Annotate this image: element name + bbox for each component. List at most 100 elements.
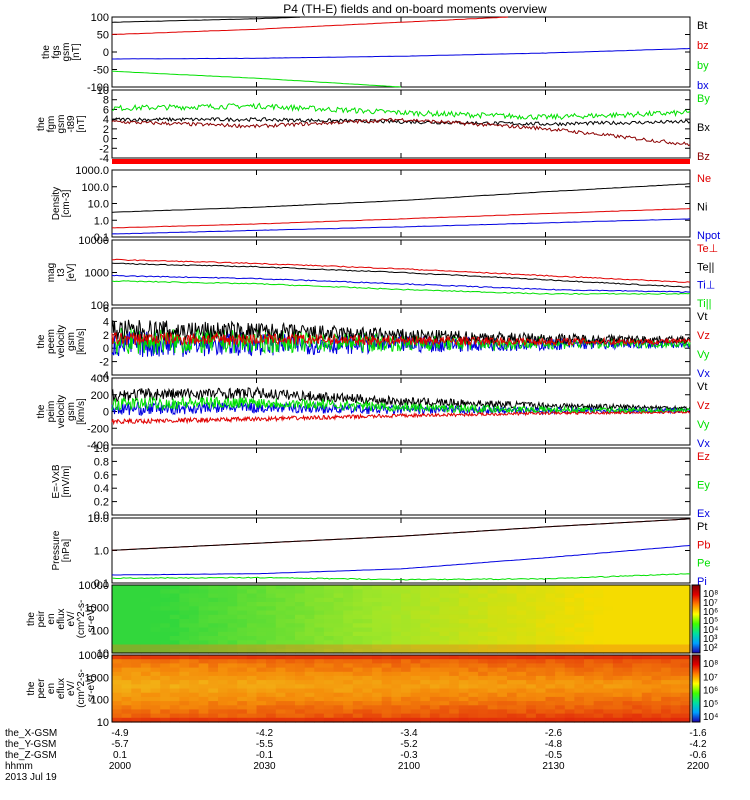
spectrogram-cell-peir bbox=[160, 610, 171, 616]
spectrogram-cell-peer bbox=[535, 671, 547, 677]
spectrogram-cell-peir bbox=[661, 644, 672, 650]
spectrogram-cell-peir bbox=[410, 640, 421, 646]
spectrogram-cell-peir bbox=[429, 602, 441, 607]
spectrogram-cell-peer bbox=[603, 688, 614, 694]
spectrogram-cell-peir bbox=[391, 636, 402, 641]
spectrogram-cell-peer bbox=[401, 696, 412, 702]
spectrogram-cell-peir bbox=[285, 585, 296, 590]
spectrogram-cell-peir bbox=[401, 606, 412, 612]
spectrogram-cell-peir bbox=[266, 610, 277, 616]
spectrogram-cell-peer bbox=[410, 692, 421, 698]
spectrogram-cell-peir bbox=[680, 627, 691, 633]
spectrogram-cell-peer bbox=[304, 692, 315, 698]
ytick-label-peir: 1000 bbox=[85, 603, 109, 615]
spectrogram-cell-peer bbox=[285, 717, 296, 723]
spectrogram-cell-peer bbox=[352, 696, 363, 702]
spectrogram-cell-peir bbox=[237, 593, 248, 599]
spectrogram-cell-peer bbox=[266, 688, 277, 694]
spectrogram-cell-peer bbox=[237, 717, 248, 723]
colorbar-label-peir: 10⁸ bbox=[703, 589, 718, 600]
spectrogram-cell-peer bbox=[218, 680, 229, 685]
spectrogram-cell-peir bbox=[545, 614, 556, 620]
spectrogram-cell-peer bbox=[458, 655, 469, 660]
spectrogram-cell-peer bbox=[478, 659, 489, 664]
spectrogram-cell-peer bbox=[661, 692, 672, 698]
spectrogram-cell-peer bbox=[497, 688, 508, 694]
spectrogram-cell-peir bbox=[458, 589, 469, 595]
spectrogram-cell-peer bbox=[632, 705, 643, 711]
spectrogram-cell-peer bbox=[343, 671, 354, 677]
spectrogram-cell-peer bbox=[121, 701, 132, 706]
spectrogram-cell-peir bbox=[266, 636, 277, 641]
spectrogram-cell-peir bbox=[121, 602, 132, 607]
spectrogram-cell-peir bbox=[246, 593, 258, 599]
spectrogram-cell-peer bbox=[295, 655, 306, 660]
ephemeris-value: -1.6 bbox=[689, 728, 707, 739]
spectrogram-cell-peir bbox=[343, 648, 354, 654]
spectrogram-cell-peer bbox=[112, 696, 123, 702]
spectrogram-cell-peer bbox=[285, 701, 296, 706]
panel-frame-efield bbox=[111, 447, 691, 516]
spectrogram-cell-peer bbox=[420, 655, 431, 660]
spectrogram-cell-peer bbox=[458, 705, 469, 711]
spectrogram-cell-peer bbox=[439, 688, 450, 694]
spectrogram-cell-peer bbox=[131, 671, 142, 677]
legend-temp-Ti||: Ti|| bbox=[697, 298, 711, 310]
spectrogram-cell-peer bbox=[487, 680, 498, 685]
spectrogram-cell-peer bbox=[574, 663, 585, 669]
colorbar-label-peir: 10⁷ bbox=[703, 598, 718, 609]
spectrogram-cell-peir bbox=[555, 585, 566, 590]
spectrogram-cell-peer bbox=[140, 688, 152, 694]
spectrogram-cell-peer bbox=[439, 717, 450, 723]
spectrogram-cell-peer bbox=[429, 713, 441, 719]
spectrogram-cell-peer bbox=[670, 680, 681, 685]
spectrogram-cell-peer bbox=[458, 688, 469, 694]
spectrogram-cell-peir bbox=[275, 614, 286, 620]
spectrogram-cell-peer bbox=[150, 671, 161, 677]
spectrogram-cell-peer bbox=[256, 667, 267, 673]
spectrogram-cell-peir bbox=[507, 593, 518, 599]
spectrogram-cell-peer bbox=[429, 705, 441, 711]
spectrogram-cell-peer bbox=[391, 680, 402, 685]
spectrogram-cell-peer bbox=[680, 659, 691, 664]
spectrogram-cell-peer bbox=[208, 675, 219, 681]
spectrogram-cell-peir bbox=[140, 614, 152, 620]
spectrogram-cell-peir bbox=[381, 644, 392, 650]
spectrogram-cell-peer bbox=[526, 684, 537, 690]
spectrogram-cell-peer bbox=[218, 667, 229, 673]
spectrogram-cell-peir bbox=[555, 623, 566, 629]
spectrogram-cell-peir bbox=[584, 619, 595, 624]
spectrogram-cell-peir bbox=[208, 585, 219, 590]
spectrogram-cell-peer bbox=[140, 684, 152, 690]
spectrogram-cell-peir bbox=[487, 644, 498, 650]
spectrogram-cell-peer bbox=[381, 709, 392, 715]
spectrogram-cell-peir bbox=[410, 644, 421, 650]
spectrogram-cell-peer bbox=[468, 696, 479, 702]
spectrogram-cell-peir bbox=[526, 619, 537, 624]
spectrogram-cell-peer bbox=[401, 663, 412, 669]
spectrogram-cell-peir bbox=[256, 636, 267, 641]
ephemeris-value: -2.6 bbox=[545, 728, 563, 739]
spectrogram-cell-peir bbox=[661, 631, 672, 637]
spectrogram-cell-peir bbox=[507, 597, 518, 603]
spectrogram-cell-peir bbox=[420, 589, 431, 595]
spectrogram-cell-peer bbox=[333, 663, 344, 669]
spectrogram-cell-peer bbox=[275, 713, 286, 719]
spectrogram-cell-peer bbox=[304, 675, 315, 681]
spectrogram-cell-peir bbox=[343, 585, 354, 590]
spectrogram-cell-peir bbox=[362, 619, 373, 624]
spectrogram-cell-peer bbox=[526, 701, 537, 706]
spectrogram-cell-peer bbox=[150, 680, 161, 685]
ylabel-density: Density bbox=[51, 187, 62, 220]
spectrogram-cell-peir bbox=[632, 602, 643, 607]
spectrogram-cell-peir bbox=[603, 619, 614, 624]
spectrogram-cell-peir bbox=[323, 602, 335, 607]
spectrogram-cell-peir bbox=[574, 623, 585, 629]
ytick-label-peimvel: -200 bbox=[87, 423, 109, 435]
spectrogram-cell-peer bbox=[266, 663, 277, 669]
spectrogram-cell-peer bbox=[410, 713, 421, 719]
spectrogram-cell-peer bbox=[632, 713, 643, 719]
spectrogram-cell-peir bbox=[661, 602, 672, 607]
spectrogram-cell-peer bbox=[478, 696, 489, 702]
